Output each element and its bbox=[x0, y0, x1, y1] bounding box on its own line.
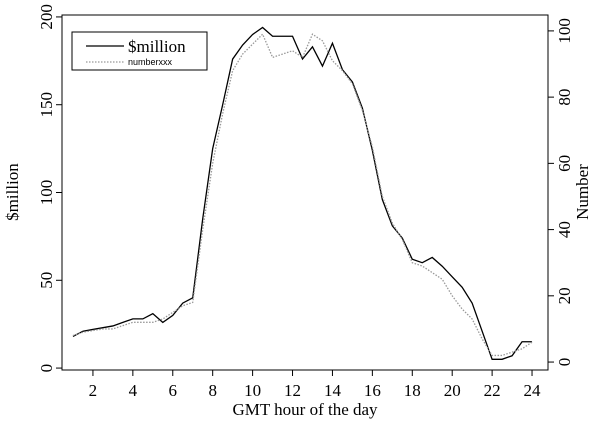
y-tick-label: 100 bbox=[37, 180, 56, 206]
y2-tick-label: 40 bbox=[555, 221, 574, 238]
x-tick-label: 12 bbox=[284, 381, 301, 400]
y2-tick-label: 0 bbox=[555, 358, 574, 367]
y2-tick-label: 80 bbox=[555, 89, 574, 106]
legend-box bbox=[71, 31, 208, 71]
y-tick-label: 150 bbox=[37, 92, 56, 118]
data-line bbox=[72, 26, 533, 360]
legend-label: numberxxx bbox=[128, 57, 173, 67]
y2-tick-label: 60 bbox=[555, 155, 574, 172]
x-tick-label: 24 bbox=[524, 381, 542, 400]
data-line bbox=[72, 33, 533, 357]
x-tick-label: 20 bbox=[444, 381, 461, 400]
y2-axis-label: Number bbox=[573, 164, 592, 220]
x-tick-label: 2 bbox=[89, 381, 98, 400]
y-axis-label: $million bbox=[3, 163, 22, 221]
x-tick-label: 8 bbox=[208, 381, 217, 400]
x-tick-label: 6 bbox=[169, 381, 178, 400]
x-tick-label: 22 bbox=[484, 381, 501, 400]
y-tick-label: 50 bbox=[37, 272, 56, 289]
x-axis-label: GMT hour of the day bbox=[232, 400, 378, 419]
x-tick-label: 4 bbox=[129, 381, 138, 400]
y2-tick-label: 20 bbox=[555, 287, 574, 304]
y2-tick-label: 100 bbox=[555, 18, 574, 44]
x-tick-label: 18 bbox=[404, 381, 421, 400]
x-tick-label: 16 bbox=[364, 381, 381, 400]
y-tick-label: 200 bbox=[37, 4, 56, 30]
x-tick-label: 10 bbox=[244, 381, 261, 400]
legend-label: $million bbox=[128, 37, 186, 56]
x-tick-label: 14 bbox=[324, 381, 342, 400]
y-tick-label: 0 bbox=[37, 364, 56, 373]
